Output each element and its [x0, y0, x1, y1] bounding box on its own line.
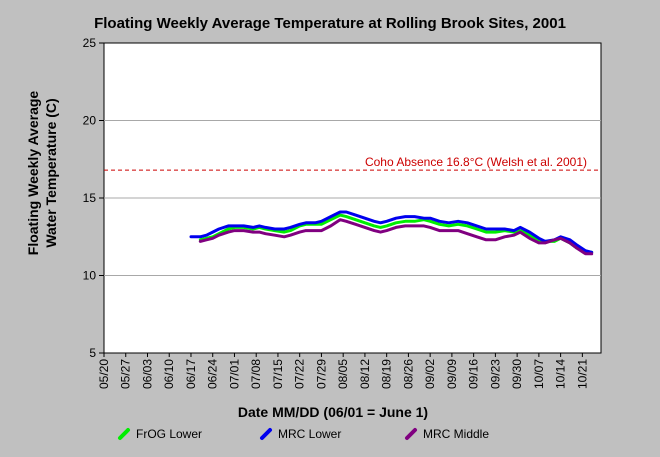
series-lines	[189, 210, 594, 256]
legend-label-0: FrOG Lower	[136, 427, 202, 441]
x-tick-label: 08/12	[358, 359, 372, 389]
x-tick-label: 07/15	[271, 359, 285, 389]
y-tick-label: 20	[83, 114, 97, 128]
x-tick-label: 10/14	[554, 359, 568, 389]
x-tick-label: 09/30	[510, 359, 524, 389]
y-axis-label-line2: Water Temperature (C)	[43, 98, 59, 247]
series-line-1	[189, 210, 594, 254]
x-tick-label: 06/03	[140, 359, 154, 389]
x-tick-label: 06/17	[184, 359, 198, 389]
x-tick-label: 10/07	[532, 359, 546, 389]
y-axis-label-line1: Floating Weekly Average	[25, 91, 41, 256]
x-tick-label: 07/01	[227, 359, 241, 389]
x-tick-label: 09/02	[423, 359, 437, 389]
legend-swatch-1	[260, 428, 272, 440]
x-tick-label: 05/20	[97, 359, 111, 389]
chart-title: Floating Weekly Average Temperature at R…	[94, 15, 566, 32]
x-axis-label: Date MM/DD (06/01 = June 1)	[238, 404, 428, 420]
grid-lines	[104, 120, 601, 276]
y-tick-label: 5	[89, 346, 96, 360]
x-tick-label: 07/29	[314, 359, 328, 389]
x-tick-label: 06/24	[206, 359, 220, 389]
x-tick-label: 09/23	[488, 359, 502, 389]
legend-label-1: MRC Lower	[278, 427, 341, 441]
legend: FrOG Lower MRC Lower MRC Middle	[118, 427, 489, 441]
x-axis-ticks: 05/20 05/27 06/03 06/10 06/17 06/24 07/01 07/08…	[97, 353, 589, 389]
legend-swatch-0	[118, 428, 130, 440]
x-tick-label: 05/27	[119, 359, 133, 389]
y-tick-label: 15	[83, 191, 97, 205]
x-tick-label: 06/10	[162, 359, 176, 389]
x-tick-label: 07/08	[249, 359, 263, 389]
y-axis-ticks: 5 10 15 20 25	[83, 36, 104, 360]
legend-swatch-2	[405, 428, 417, 440]
x-tick-label: 07/22	[293, 359, 307, 389]
legend-label-2: MRC Middle	[423, 427, 489, 441]
x-tick-label: 08/26	[401, 359, 415, 389]
x-tick-label: 09/16	[467, 359, 481, 389]
x-tick-label: 08/05	[336, 359, 350, 389]
x-tick-label: 09/09	[445, 359, 459, 389]
x-tick-label: 08/19	[380, 359, 394, 389]
y-tick-label: 10	[83, 269, 97, 283]
reference-line-group: Coho Absence 16.8°C (Welsh et al. 2001)	[104, 155, 601, 171]
y-tick-label: 25	[83, 36, 97, 50]
x-tick-label: 10/21	[575, 359, 589, 389]
series-line-2	[198, 218, 594, 256]
reference-line-label: Coho Absence 16.8°C (Welsh et al. 2001)	[365, 155, 587, 169]
